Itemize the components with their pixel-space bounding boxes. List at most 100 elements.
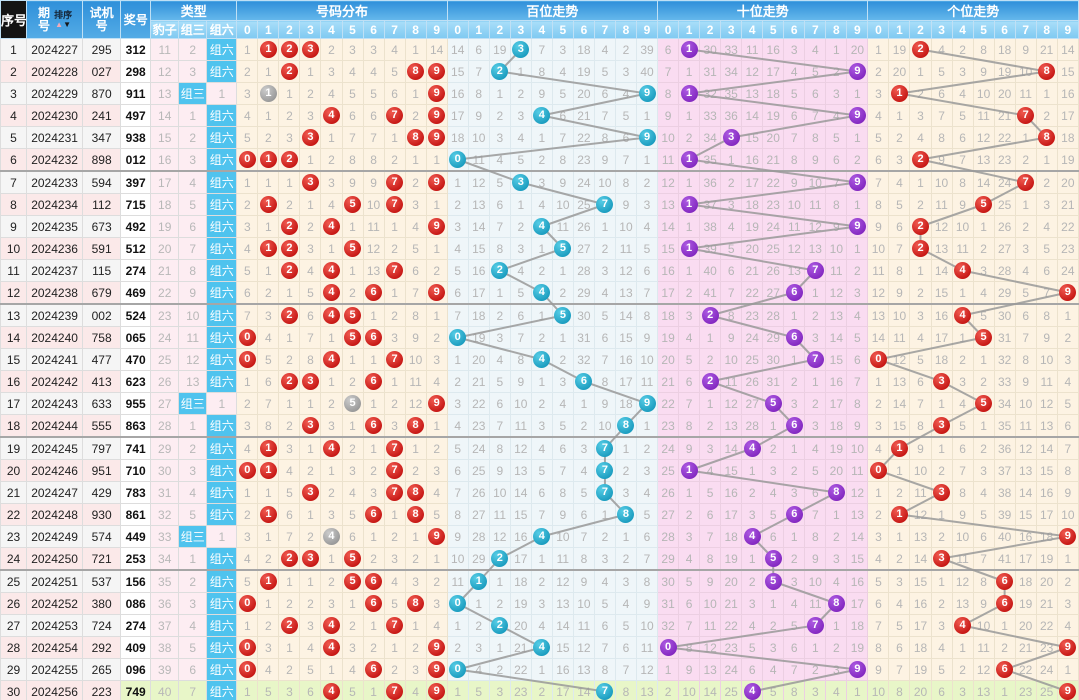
digit-header-ge-1: 1: [888, 20, 911, 39]
dist-cell: 3: [236, 215, 259, 238]
bai-cell: 39: [635, 38, 659, 61]
dist-cell: 1: [257, 481, 280, 504]
shi-cell: 1: [762, 414, 785, 438]
hit-circle-teal: 4: [533, 218, 551, 235]
bai-cell: 22: [467, 392, 490, 415]
shi-cell: 1: [678, 237, 701, 260]
dist-cell: 5: [236, 259, 259, 282]
hit-circle-red: 3: [301, 129, 319, 146]
sort-control[interactable]: 排序 ▲▼: [54, 10, 72, 29]
ge-cell: 5: [1056, 392, 1079, 415]
shi-cell: 32: [699, 82, 722, 105]
ge-cell: 5: [972, 392, 995, 415]
hit-circle-red: 1: [890, 440, 908, 457]
ge-cell: 6: [867, 148, 890, 172]
bai-cell: 8: [593, 370, 616, 393]
ge-cell: 6: [1056, 414, 1079, 438]
period-header-content: 期号 排序 ▲▼: [28, 6, 82, 33]
sort-desc-icon[interactable]: ▼: [63, 19, 71, 29]
prize-number-cell: 749: [120, 680, 152, 700]
hit-circle-red: 9: [428, 528, 446, 545]
hit-circle-purple: 1: [680, 151, 698, 168]
ge-cell: 20: [1035, 569, 1058, 593]
period-cell: 2024229: [26, 82, 84, 105]
zusan-cell: 3: [178, 459, 208, 482]
bai-cell: 9: [551, 503, 574, 526]
bai-cell: 5: [551, 82, 574, 105]
ge-cell: 9: [1056, 481, 1079, 504]
ge-cell: 4: [867, 104, 890, 127]
bai-cell: 8: [509, 348, 532, 371]
shi-cell: 12: [699, 636, 722, 659]
bai-cell: 11: [446, 569, 469, 593]
hit-circle-red: 5: [344, 196, 362, 213]
shi-cell: 2: [762, 436, 785, 460]
ge-cell: 1: [909, 60, 932, 83]
zusan-cell: 1: [178, 547, 208, 571]
shi-cell: 5: [741, 636, 764, 659]
hit-circle-gray: 4: [322, 528, 340, 545]
shi-cell: 16: [762, 38, 785, 61]
ge-cell: 3: [951, 370, 974, 393]
bai-cell: 6: [635, 259, 659, 282]
seq-cell: 18: [0, 414, 28, 438]
baozi-cell: 35: [150, 569, 180, 593]
table-row: 6 2024232 898 012 16 3 组六 0 1 2 1 2 8 8 2 1 1 0 11 4 5 2 8 23 9 7…: [0, 148, 1079, 172]
ge-cell: 6: [951, 436, 974, 460]
dist-cell: 7: [341, 126, 364, 149]
dist-cell: 4: [299, 636, 322, 659]
dist-cell: 2: [257, 126, 280, 149]
ge-cell: 6: [993, 658, 1016, 681]
shi-cell: 2: [678, 281, 701, 305]
bai-cell: 8: [635, 303, 659, 327]
dist-cell: 1: [404, 525, 427, 548]
hit-circle-red: 9: [1059, 528, 1077, 545]
bai-cell: 25: [467, 459, 490, 482]
ge-cell: 8: [888, 259, 911, 282]
dist-cell: 6: [404, 259, 427, 282]
shi-cell: 3: [783, 392, 806, 415]
bai-cell: 16: [509, 525, 532, 548]
dist-cell: 7: [299, 326, 322, 349]
prize-number-cell: 096: [120, 658, 152, 681]
dist-cell: 1: [236, 38, 259, 61]
shi-cell: 21: [657, 370, 680, 393]
table-row: 23 2024249 574 449 33 组三 1 3 1 7 2 4 6 1 2 1 9 9 28 12 16 4 10…: [0, 525, 1079, 548]
dist-cell: 8: [404, 503, 427, 526]
hit-circle-teal: 4: [533, 639, 551, 656]
shi-cell: 33: [699, 104, 722, 127]
dist-cell: 3: [299, 38, 322, 61]
hit-circle-teal: 6: [575, 373, 593, 390]
ge-cell: 12: [972, 126, 995, 149]
section-header-ge: 个位走势: [867, 0, 1079, 21]
ge-cell: 11: [972, 636, 995, 659]
dist-cell: 2: [320, 392, 343, 415]
dist-cell: 2: [425, 259, 448, 282]
bai-cell: 4: [488, 348, 511, 371]
shi-cell: 12: [720, 392, 743, 415]
bai-cell: 8: [614, 170, 637, 194]
bai-cell: 1: [488, 636, 511, 659]
dist-cell: 4: [236, 104, 259, 127]
ge-cell: 3: [888, 148, 911, 172]
dist-cell: 9: [425, 60, 448, 83]
bai-cell: 15: [551, 636, 574, 659]
hit-circle-red: 4: [322, 284, 340, 301]
dist-cell: 11: [362, 215, 385, 238]
shi-cell: 2: [699, 370, 722, 393]
zuliu-cell: 组六: [206, 148, 238, 172]
bai-cell: 4: [467, 658, 490, 681]
dist-cell: 9: [425, 170, 448, 194]
ge-cell: 2: [993, 636, 1016, 659]
shi-cell: 1: [783, 348, 806, 371]
shi-cell: 20: [825, 459, 848, 482]
sort-asc-icon[interactable]: ▲: [55, 19, 64, 29]
column-header-test: 试机号: [82, 0, 122, 39]
ge-cell: 3: [930, 481, 953, 504]
dist-cell: 5: [341, 569, 364, 593]
prize-number-cell: 397: [120, 170, 152, 194]
hit-circle-red: 4: [322, 218, 340, 235]
dist-cell: 1: [299, 392, 322, 415]
dist-cell: 3: [404, 193, 427, 216]
dist-cell: 2: [341, 370, 364, 393]
